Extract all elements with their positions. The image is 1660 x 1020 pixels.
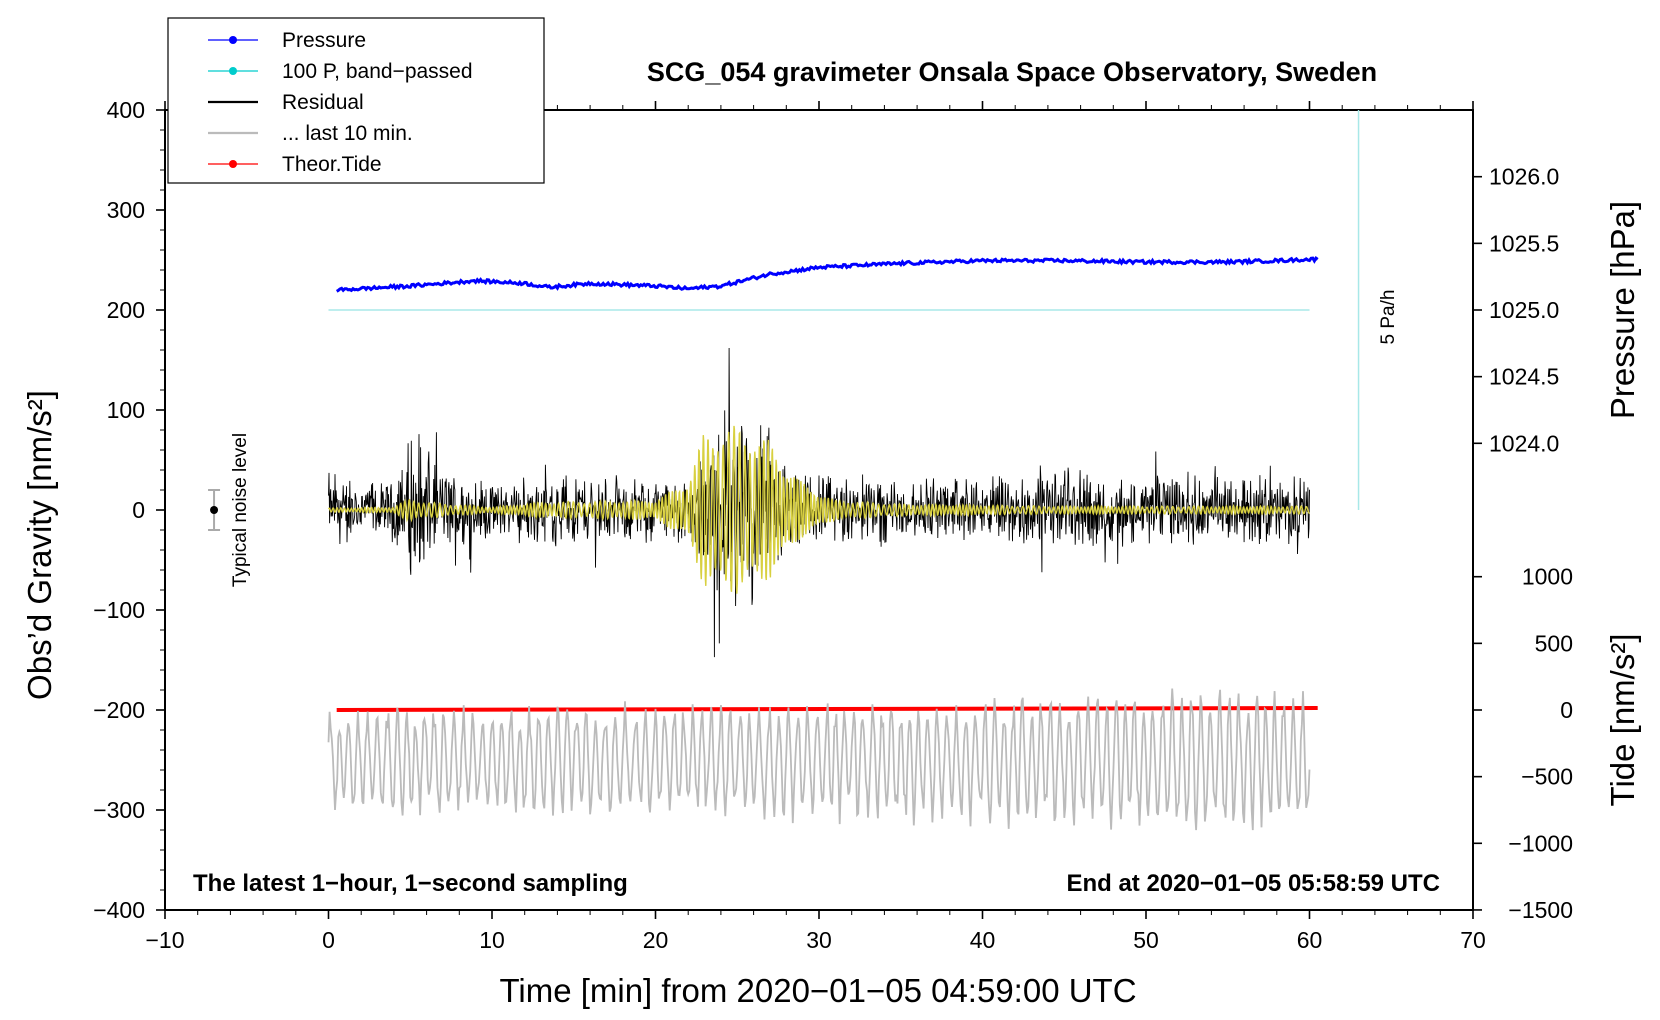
residual-series [328,347,1310,658]
tide-tick-label: 500 [1535,630,1573,656]
annotation-sampling: The latest 1−hour, 1−second sampling [193,870,628,897]
left-tick-label: −300 [93,797,145,823]
legend-label: 100 P, band−passed [282,60,473,83]
y-axis-label-pressure: Pressure [hPa] [1604,201,1641,419]
series-layer [208,110,1360,831]
y-axis-label-tide: Tide [nm/s²] [1604,634,1641,807]
left-tick-label: 400 [107,97,145,123]
legend-box [167,17,545,184]
pressure-tick-labels: 1026.0 1025.5 1025.0 1024.5 1024.0 [1489,164,1559,457]
left-tick-label: −400 [93,897,145,923]
last-10-min-series [327,688,1311,831]
left-tick-label: −200 [93,697,145,723]
noise-marker-dot [210,506,219,514]
x-tick-label: −10 [145,927,184,953]
legend-items: Pressure 100 P, band−passed Residual ... la… [208,29,473,176]
pressure-tick-label: 1024.0 [1489,430,1559,456]
chart-title: SCG_054 gravimeter Onsala Space Observat… [647,57,1377,87]
tide-tick-labels: 1000 500 0 −500 −1000 −1500 [1508,564,1573,923]
pressure-tick-label: 1026.0 [1489,164,1559,190]
x-tick-label: 60 [1297,927,1323,953]
left-tick-labels: 400 300 200 100 0 −100 −200 −300 −400 [93,97,145,923]
x-tick-label: 70 [1460,927,1486,953]
rate-marker-label: 5 Pa/h [1378,290,1399,345]
tide-tick-label: 1000 [1522,564,1573,590]
left-tick-label: 200 [107,297,145,323]
left-tick-label: 300 [107,197,145,223]
tide-tick-label: −500 [1521,764,1573,790]
x-tick-label: 0 [322,927,335,953]
tide-tick-label: −1000 [1508,830,1573,856]
legend-label: Theor.Tide [282,153,382,176]
filtered-residual-series [327,425,1310,594]
y-axis-label-gravity: Obs’d Gravity [nm/s²] [21,390,58,700]
left-tick-label: −100 [93,597,145,623]
pressure-tick-label: 1025.5 [1489,230,1559,256]
tide-tick-label: −1500 [1508,897,1573,923]
legend-marker [229,160,237,168]
pressure-tick-label: 1024.5 [1489,364,1559,390]
x-tick-labels: −10 0 10 20 30 40 50 60 70 [145,927,1485,953]
pressure-tick-label: 1025.0 [1489,297,1559,323]
noise-level-label: Typical noise level [230,433,251,587]
left-tick-label: 0 [132,497,145,523]
x-tick-label: 50 [1133,927,1159,953]
legend-marker [229,36,237,44]
x-tick-label: 40 [970,927,996,953]
left-tick-label: 100 [107,397,145,423]
annotation-end-time: End at 2020−01−05 05:58:59 UTC [1066,870,1440,897]
legend-label: Residual [282,91,364,114]
legend-marker [229,67,237,75]
tide-tick-label: 0 [1560,697,1573,723]
x-axis-label: Time [min] from 2020−01−05 04:59:00 UTC [499,972,1136,1009]
x-tick-label: 20 [643,927,669,953]
legend-label: Pressure [282,29,366,52]
legend-label: ... last 10 min. [282,122,413,145]
legend: Pressure 100 P, band−passed Residual ... la… [167,17,545,184]
x-tick-label: 10 [479,927,505,953]
x-tick-label: 30 [806,927,832,953]
pressure-series [335,256,1319,293]
